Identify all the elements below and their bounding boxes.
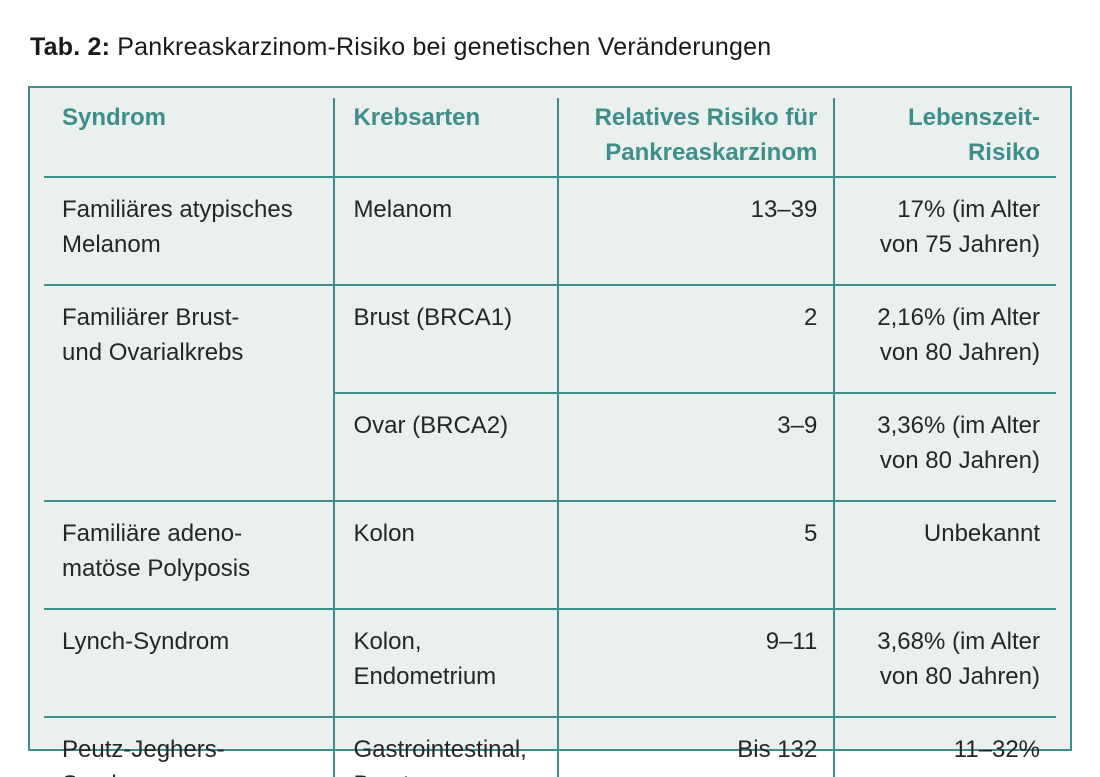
table-caption: Tab. 2: Pankreaskarzinom-Risiko bei gene… (30, 33, 1072, 62)
cell-relatives-risiko: Bis 132 (557, 717, 835, 777)
cell-lebenszeit-risiko: 17% (im Alter von 75 Jahren) (833, 177, 1056, 286)
cell-krebsarten: Kolon, Endometrium (333, 609, 559, 718)
column-header-relatives-risiko: Relatives Risiko für Pankreaskarzinom (557, 98, 835, 178)
column-header-krebsarten: Krebsarten (333, 98, 559, 178)
cell-krebsarten: Brust (BRCA1) (333, 285, 559, 394)
cell-syndrom: Peutz-Jeghers- Syndrom (62, 736, 225, 777)
cell-lebenszeit-risiko: 11–32% (833, 717, 1056, 777)
cell-lebenszeit-risiko: 2,16% (im Alter von 80 Jahren) (833, 285, 1056, 394)
header-row: Syndrom Krebsarten Relatives Risiko für … (44, 98, 1056, 178)
column-header-lebenszeit-risiko: Lebenszeit- Risiko (833, 98, 1056, 178)
cell-syndrom: Lynch-Syndrom (44, 609, 335, 718)
column-header-syndrom: Syndrom (44, 98, 335, 178)
cell-relatives-risiko: 2 (557, 285, 835, 394)
cell-lebenszeit-risiko: 3,68% (im Alter von 80 Jahren) (833, 609, 1056, 718)
cell-relatives-risiko: 5 (557, 501, 835, 610)
cell-lebenszeit-risiko: Unbekannt (833, 501, 1056, 610)
cell-relatives-risiko: 13–39 (557, 177, 835, 286)
cell-relatives-risiko: 9–11 (557, 609, 835, 718)
cell-krebsarten: Gastrointestinal, Brust (333, 717, 559, 777)
cell-krebsarten: Ovar (BRCA2) (333, 393, 559, 502)
table-row: Lynch-Syndrom Kolon, Endometrium 9–11 3,… (44, 609, 1056, 718)
cell-syndrom: Familiäre adeno- matöse Polyposis (44, 501, 335, 610)
table-row: Familiäre adeno- matöse Polyposis Kolon … (44, 501, 1056, 610)
cell-syndrom: Familiäres atypisches Melanom (44, 177, 335, 286)
table-row: Ovar (BRCA2) 3–9 3,36% (im Alter von 80 … (44, 393, 1056, 502)
table-row: Familiäres atypisches Melanom Melanom 13… (44, 177, 1056, 286)
table-row: Peutz-Jeghers- Syndrom Gastrointestinal,… (44, 717, 1056, 777)
cell-syndrom: Familiärer Brust- und Ovarialkrebs (44, 285, 335, 502)
cell-krebsarten: Melanom (333, 177, 559, 286)
table-caption-text: Pankreaskarzinom-Risiko bei genetischen … (110, 33, 772, 61)
risk-table-frame: Syndrom Krebsarten Relatives Risiko für … (28, 86, 1072, 777)
cell-lebenszeit-risiko: 3,36% (im Alter von 80 Jahren) (833, 393, 1056, 502)
cell-relatives-risiko: 3–9 (557, 393, 835, 502)
table-caption-label: Tab. 2: (30, 33, 111, 61)
risk-table: Syndrom Krebsarten Relatives Risiko für … (44, 98, 1056, 777)
cell-krebsarten: Kolon (333, 501, 559, 610)
table-row: Familiärer Brust- und Ovarialkrebs Brust… (44, 285, 1056, 502)
